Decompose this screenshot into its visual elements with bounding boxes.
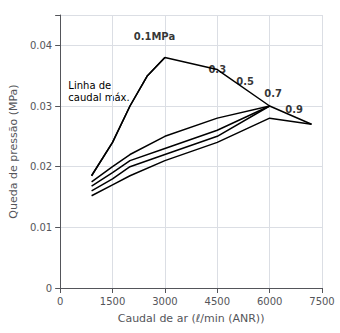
svg-text:Linha de: Linha de: [68, 80, 111, 91]
svg-text:4500: 4500: [205, 296, 230, 307]
svg-text:3000: 3000: [152, 296, 177, 307]
svg-text:0.03: 0.03: [30, 101, 52, 112]
svg-text:0.02: 0.02: [30, 161, 52, 172]
svg-text:0.3: 0.3: [208, 64, 227, 76]
svg-text:caudal máx.: caudal máx.: [68, 92, 129, 103]
svg-text:7500: 7500: [309, 296, 334, 307]
svg-text:0.1MPa: 0.1MPa: [134, 31, 175, 42]
svg-text:Caudal de ar (ℓ/min (ANR)): Caudal de ar (ℓ/min (ANR)): [118, 312, 265, 325]
svg-text:0.01: 0.01: [30, 222, 52, 233]
svg-text:0.7: 0.7: [264, 88, 282, 99]
svg-text:0: 0: [46, 283, 52, 294]
svg-text:Queda de pressão (MPa): Queda de pressão (MPa): [7, 84, 20, 218]
svg-text:0.9: 0.9: [285, 104, 303, 115]
svg-text:1500: 1500: [100, 296, 125, 307]
svg-text:6000: 6000: [257, 296, 282, 307]
svg-text:0: 0: [57, 296, 63, 307]
svg-text:0.04: 0.04: [30, 40, 52, 51]
svg-text:0.5: 0.5: [236, 76, 255, 88]
